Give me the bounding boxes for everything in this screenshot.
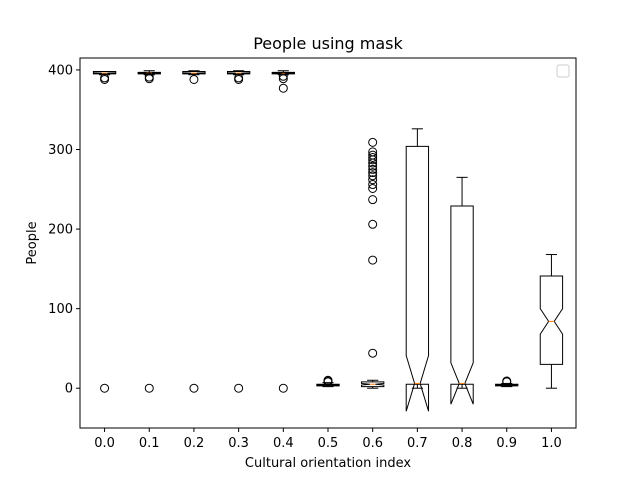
flier-point bbox=[368, 137, 378, 147]
flier-point bbox=[368, 180, 378, 190]
x-tick-label: 0.7 bbox=[407, 436, 428, 451]
fliers-layer bbox=[100, 71, 512, 393]
x-tick-label: 0.2 bbox=[184, 436, 205, 451]
legend bbox=[556, 64, 570, 78]
box-body bbox=[182, 71, 206, 75]
box-1.0 bbox=[539, 254, 564, 389]
flier-point bbox=[368, 161, 378, 171]
y-tick-label: 200 bbox=[48, 223, 73, 238]
flier-point bbox=[368, 152, 378, 162]
plot-frame bbox=[79, 57, 577, 429]
flier-point bbox=[368, 255, 378, 265]
flier-point bbox=[278, 71, 288, 81]
flier-point bbox=[502, 376, 512, 386]
box-0.2 bbox=[182, 70, 206, 76]
flier-point bbox=[368, 150, 378, 160]
box-0.8 bbox=[450, 176, 474, 405]
flier-point bbox=[100, 73, 110, 83]
flier-point bbox=[144, 72, 154, 82]
flier-point bbox=[368, 147, 378, 157]
y-tick-label: 400 bbox=[48, 63, 73, 78]
x-tick-label: 1.0 bbox=[541, 436, 562, 451]
x-axis-label: Cultural orientation index bbox=[245, 456, 411, 471]
box-body bbox=[450, 205, 474, 405]
flier-point bbox=[368, 175, 378, 185]
box-body bbox=[271, 71, 295, 75]
flier-point bbox=[368, 183, 378, 193]
flier-point bbox=[234, 73, 244, 83]
box-body bbox=[405, 145, 430, 412]
box-body bbox=[316, 383, 340, 387]
y-tick-label: 0 bbox=[65, 382, 73, 397]
y-axis-label: People bbox=[25, 221, 40, 264]
box-body bbox=[92, 71, 117, 75]
box-body bbox=[539, 275, 564, 365]
flier-point bbox=[234, 383, 244, 393]
flier-point bbox=[278, 74, 288, 84]
chart-title: People using mask bbox=[253, 34, 403, 53]
box-0.6 bbox=[361, 379, 385, 389]
x-tick-label: 0.4 bbox=[273, 436, 294, 451]
flier-point bbox=[368, 219, 378, 229]
flier-point bbox=[368, 171, 378, 181]
x-tick-label: 0.3 bbox=[228, 436, 249, 451]
flier-point bbox=[368, 168, 378, 178]
x-tick-label: 0.5 bbox=[318, 436, 339, 451]
x-tick-label: 0.1 bbox=[139, 436, 160, 451]
box-0.3 bbox=[226, 70, 251, 76]
x-tick-label: 0.0 bbox=[94, 436, 115, 451]
box-0.7 bbox=[405, 128, 430, 412]
flier-point bbox=[189, 74, 199, 84]
box-body bbox=[226, 71, 251, 75]
x-tick-label: 0.9 bbox=[496, 436, 517, 451]
x-axis-ticks: 0.0 0.1 0.2 0.3 0.4 0.5 0.6 0.7 0.8 0.9 1.0 bbox=[94, 428, 562, 451]
y-axis-ticks: 0 100 200 300 400 bbox=[48, 63, 80, 397]
flier-point bbox=[368, 164, 378, 174]
flier-point bbox=[100, 383, 110, 393]
flier-point bbox=[323, 375, 333, 385]
flier-point bbox=[189, 383, 199, 393]
flier-point bbox=[278, 383, 288, 393]
x-tick-label: 0.6 bbox=[362, 436, 383, 451]
flier-point bbox=[144, 383, 154, 393]
x-tick-label: 0.8 bbox=[452, 436, 473, 451]
box-body bbox=[361, 381, 385, 388]
y-tick-label: 300 bbox=[48, 143, 73, 158]
flier-point bbox=[368, 195, 378, 205]
y-tick-label: 100 bbox=[48, 302, 73, 317]
box-body bbox=[495, 383, 519, 387]
flier-point bbox=[278, 83, 288, 93]
flier-point bbox=[368, 348, 378, 358]
box-body bbox=[137, 71, 161, 75]
